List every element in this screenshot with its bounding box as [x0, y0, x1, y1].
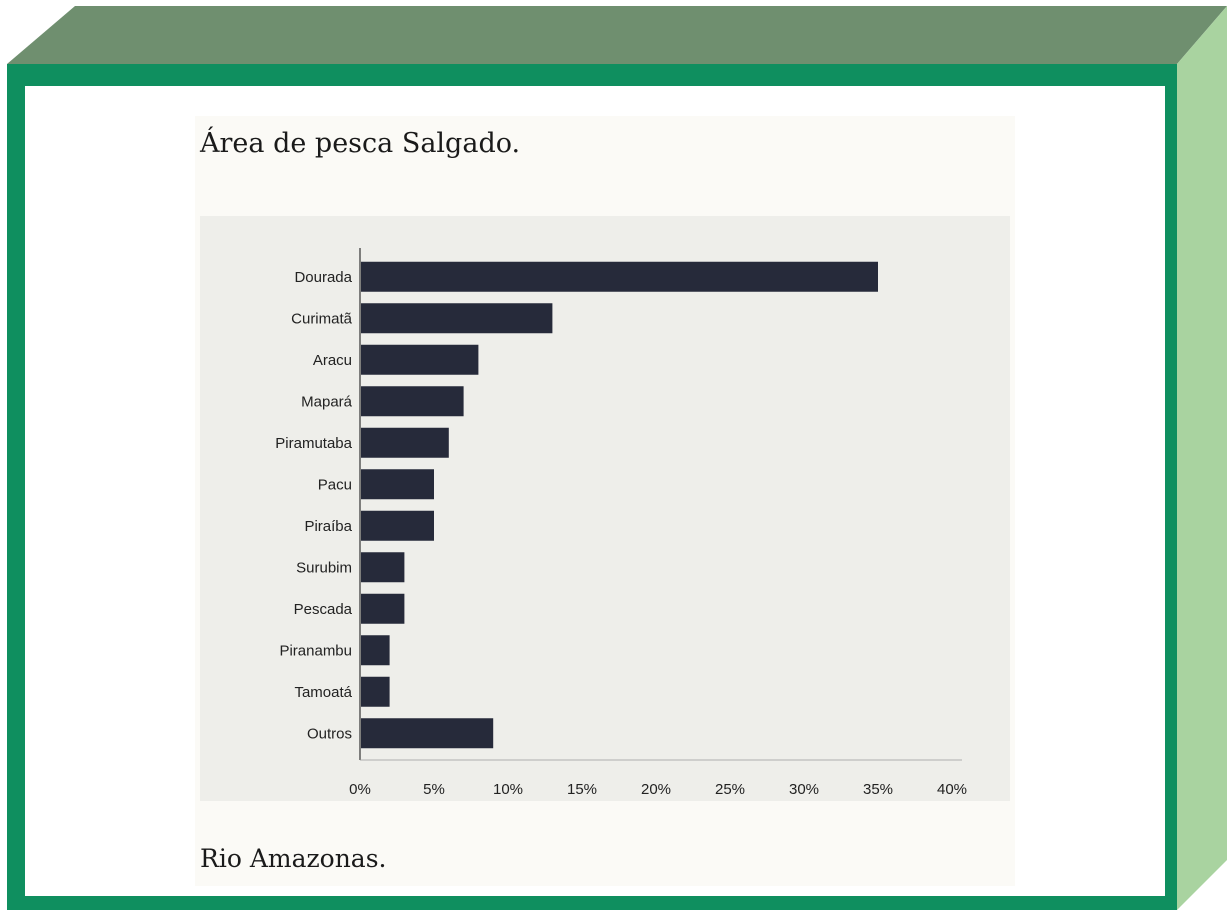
bar — [361, 469, 434, 500]
category-label: Curimatã — [291, 310, 353, 327]
x-tick-label: 0% — [349, 781, 371, 798]
x-tick-label: 5% — [423, 781, 445, 798]
x-tick-label: 20% — [641, 781, 671, 798]
category-label: Piraíba — [304, 518, 352, 535]
bar — [361, 386, 464, 417]
x-tick-label: 40% — [937, 781, 967, 798]
box-side-face — [1177, 6, 1227, 910]
bar — [361, 676, 390, 707]
x-tick-label: 25% — [715, 781, 745, 798]
bar — [361, 344, 479, 375]
category-label: Pacu — [318, 476, 352, 493]
category-label: Mapará — [301, 393, 353, 410]
category-label: Piramutaba — [275, 435, 352, 452]
bar — [361, 552, 405, 583]
category-label: Pescada — [294, 601, 353, 618]
x-tick-label: 30% — [789, 781, 819, 798]
chart-area: Dourada Curimatã Aracu Mapará Piramutaba Pacu… — [200, 216, 1010, 801]
x-tick-label: 15% — [567, 781, 597, 798]
chart-title: Área de pesca Salgado. — [200, 128, 521, 159]
bar — [361, 510, 434, 541]
category-label: Dourada — [294, 269, 352, 286]
category-label: Piranambu — [279, 642, 352, 659]
box-front-face: Área de pesca Salgado. Dourada Curimatã Ar… — [7, 64, 1177, 910]
bar — [361, 718, 494, 749]
content-panel: Área de pesca Salgado. Dourada Curimatã Ar… — [25, 86, 1165, 896]
chart-caption: Rio Amazonas. — [200, 844, 387, 873]
bar — [361, 261, 878, 292]
box-top-face — [7, 6, 1227, 64]
category-label: Surubim — [296, 559, 352, 576]
bar — [361, 593, 405, 624]
bar — [361, 303, 553, 334]
bar — [361, 427, 449, 458]
category-label: Outros — [307, 725, 352, 742]
category-label: Aracu — [313, 352, 352, 369]
x-tick-label: 10% — [493, 781, 523, 798]
bar — [361, 635, 390, 666]
category-label: Tamoatá — [294, 684, 352, 701]
bar-chart: Dourada Curimatã Aracu Mapará Piramutaba Pacu… — [275, 248, 967, 798]
x-tick-label: 35% — [863, 781, 893, 798]
